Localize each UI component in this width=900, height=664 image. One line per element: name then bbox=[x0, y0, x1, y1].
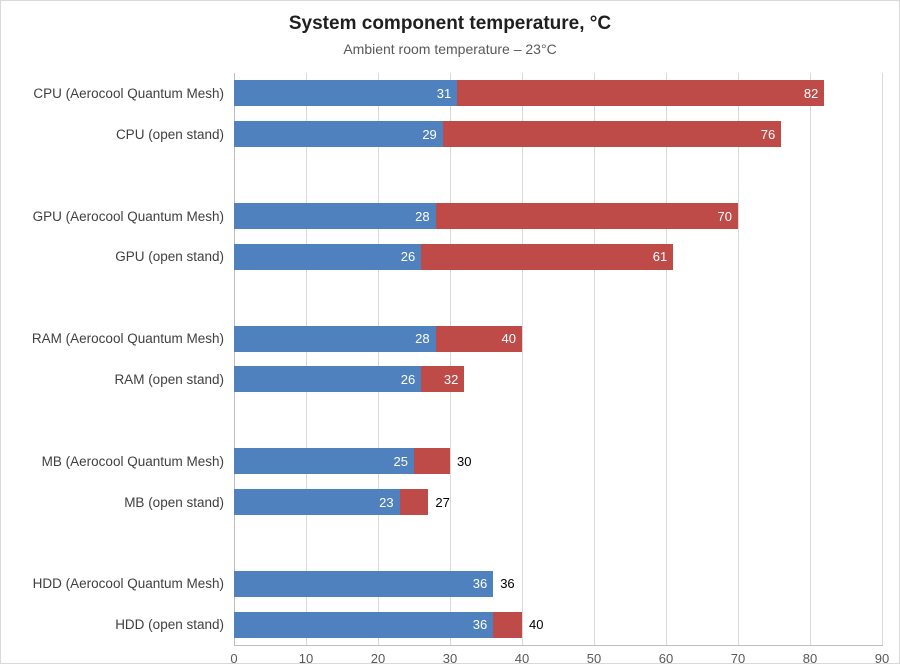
x-axis-tick-label: 10 bbox=[298, 651, 314, 664]
bar-track: 36 40 bbox=[234, 604, 882, 645]
bar-segment-load: 76 bbox=[442, 121, 782, 148]
x-axis-tick-label: 80 bbox=[802, 651, 818, 664]
category-label: MB (Aerocool Quantum Mesh) bbox=[41, 453, 224, 469]
gridline bbox=[450, 73, 451, 645]
category-label: CPU (open stand) bbox=[115, 126, 224, 142]
bar-row: HDD (Aerocool Quantum Mesh) 36 36 bbox=[1, 563, 882, 604]
bar-segment-idle: 26 bbox=[234, 366, 422, 393]
spacer-row bbox=[1, 155, 882, 196]
bar-row: RAM (Aerocool Quantum Mesh) 28 40 bbox=[1, 318, 882, 359]
bar-segment-idle: 31 bbox=[234, 80, 458, 107]
category-label: CPU (Aerocool Quantum Mesh) bbox=[33, 85, 224, 101]
bar-segment-load: 70 bbox=[435, 203, 738, 229]
bar-segment-idle: 36 bbox=[234, 611, 494, 638]
spacer-row bbox=[1, 522, 882, 563]
bar-segment-idle: 29 bbox=[234, 121, 443, 148]
bar-row: MB (Aerocool Quantum Mesh) 25 30 bbox=[1, 441, 882, 482]
bar-segment-load: 32 bbox=[421, 366, 465, 393]
category-label: HDD (open stand) bbox=[115, 617, 224, 633]
category-label: RAM (open stand) bbox=[114, 371, 224, 387]
category-label: RAM (Aerocool Quantum Mesh) bbox=[31, 331, 224, 347]
x-axis-tick-label: 40 bbox=[514, 651, 530, 664]
category-label: MB (open stand) bbox=[124, 494, 224, 510]
x-axis-tick-label: 20 bbox=[370, 651, 386, 664]
bar-segment-idle: 28 bbox=[234, 203, 436, 229]
bar-track: 31 82 bbox=[234, 73, 882, 114]
category-label: GPU (open stand) bbox=[115, 249, 224, 265]
x-axis-tick-label: 0 bbox=[230, 651, 238, 664]
plot-rows: CPU (Aerocool Quantum Mesh) 31 82 CPU (open… bbox=[1, 73, 882, 645]
bar-row: CPU (open stand) 29 76 bbox=[1, 114, 882, 155]
x-axis-tick-label: 90 bbox=[874, 651, 890, 664]
bar-track: 23 27 bbox=[234, 482, 882, 523]
x-axis-tick-label: 30 bbox=[442, 651, 458, 664]
spacer-row bbox=[1, 400, 882, 441]
bar-track: 28 70 bbox=[234, 196, 882, 237]
spacer-row bbox=[1, 277, 882, 318]
bar-segment-load bbox=[414, 448, 450, 475]
gridline bbox=[306, 73, 307, 645]
bar-value-label-outside: 40 bbox=[528, 617, 544, 633]
x-axis-tick-label: 70 bbox=[730, 651, 746, 664]
chart-subtitle: Ambient room temperature – 23°C bbox=[343, 41, 557, 57]
gridline bbox=[594, 73, 595, 645]
gridline bbox=[522, 73, 523, 645]
bar-row: HDD (open stand) 36 40 bbox=[1, 604, 882, 645]
bar-row: GPU (Aerocool Quantum Mesh) 28 70 bbox=[1, 196, 882, 237]
bar-row: MB (open stand) 23 27 bbox=[1, 482, 882, 523]
bar-segment-idle: 23 bbox=[234, 489, 400, 516]
bar-value-label-outside: 30 bbox=[457, 453, 472, 469]
y-axis-line bbox=[234, 73, 235, 645]
bar-segment-load: 61 bbox=[421, 243, 674, 270]
bar-segment-load bbox=[399, 489, 429, 516]
bar-row: GPU (open stand) 26 61 bbox=[1, 236, 882, 277]
bar-segment-idle: 25 bbox=[234, 448, 414, 475]
bar-segment-load bbox=[493, 611, 522, 638]
bar-segment-idle: 36 bbox=[234, 570, 494, 597]
bar-track: 28 40 bbox=[234, 318, 882, 359]
category-label: GPU (Aerocool Quantum Mesh) bbox=[32, 208, 224, 224]
gridline bbox=[378, 73, 379, 645]
gridline bbox=[882, 73, 883, 645]
gridline bbox=[738, 73, 739, 645]
x-axis-tick-label: 50 bbox=[586, 651, 602, 664]
plot-gridlines bbox=[234, 73, 883, 645]
x-axis-tick-label: 60 bbox=[658, 651, 674, 664]
bar-row: CPU (Aerocool Quantum Mesh) 31 82 bbox=[1, 73, 882, 114]
gridline bbox=[810, 73, 811, 645]
bar-value-label-outside: 27 bbox=[435, 494, 450, 510]
bar-row: RAM (open stand) 26 32 bbox=[1, 359, 882, 400]
category-label: HDD (Aerocool Quantum Mesh) bbox=[32, 576, 224, 592]
chart-title: System component temperature, °C bbox=[288, 13, 612, 34]
bar-track: 26 32 bbox=[234, 359, 882, 400]
bar-segment-idle: 26 bbox=[234, 243, 422, 270]
bar-segment-load: 40 bbox=[435, 325, 522, 352]
bar-track: 36 36 bbox=[234, 563, 882, 604]
gridline bbox=[666, 73, 667, 645]
x-axis-line bbox=[234, 645, 883, 646]
bar-value-label-outside: 36 bbox=[500, 576, 515, 592]
bar-track: 25 30 bbox=[234, 441, 882, 482]
bar-segment-idle: 28 bbox=[234, 325, 436, 352]
bar-track: 29 76 bbox=[234, 114, 882, 155]
bar-track: 26 61 bbox=[234, 236, 882, 277]
bar-segment-load: 82 bbox=[457, 80, 825, 107]
